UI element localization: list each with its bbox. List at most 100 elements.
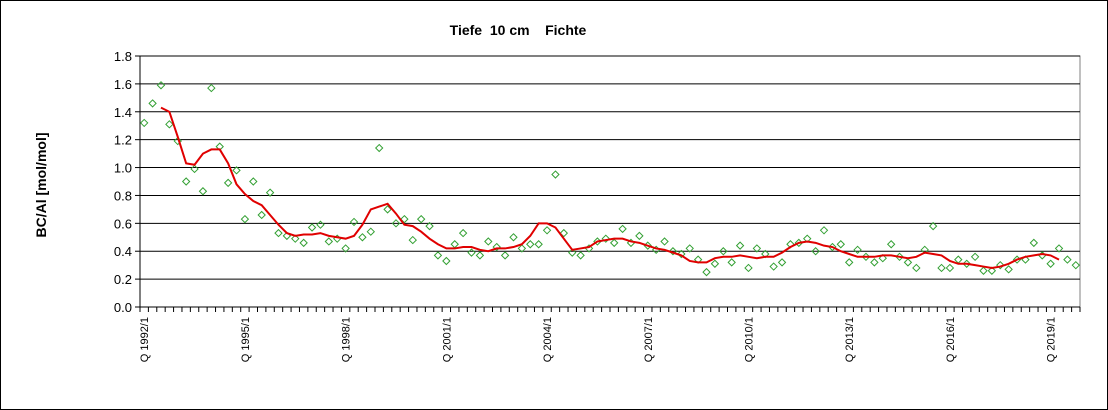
data-point <box>912 263 921 273</box>
data-point <box>425 221 434 231</box>
data-point <box>190 164 199 174</box>
data-point <box>677 249 686 259</box>
data-point <box>1054 244 1064 253</box>
data-point <box>223 178 233 188</box>
data-point <box>400 214 409 224</box>
data-point <box>324 237 334 246</box>
data-point <box>316 220 325 229</box>
data-point <box>433 251 443 260</box>
data-point <box>467 248 476 257</box>
data-point <box>442 256 451 266</box>
data-point <box>609 238 619 248</box>
data-point <box>1046 259 1055 268</box>
data-point <box>307 223 317 232</box>
data-point <box>458 228 468 238</box>
data-point <box>165 120 174 129</box>
y-tick-label: 1.4 <box>114 105 132 120</box>
data-point <box>559 228 569 238</box>
data-point <box>416 214 426 224</box>
plot-area <box>139 55 1081 308</box>
data-point <box>299 238 308 248</box>
data-point <box>1071 260 1081 270</box>
chart-title: Tiefe 10 cm Fichte <box>450 22 587 38</box>
data-point <box>542 226 552 235</box>
data-point <box>181 177 191 186</box>
data-point <box>861 252 871 262</box>
data-point <box>928 221 938 231</box>
data-point <box>366 227 376 236</box>
data-point <box>349 217 359 227</box>
y-tick-label: 1.2 <box>114 133 132 148</box>
y-tick-label: 0.0 <box>114 300 132 315</box>
y-tick-label: 0.6 <box>114 216 132 231</box>
x-tick-label: Q 2019/1 <box>1046 317 1058 362</box>
x-tick-label: Q 1992/1 <box>139 317 151 362</box>
y-tick-label: 0.8 <box>114 188 132 203</box>
data-point <box>870 258 879 267</box>
y-axis-label: BC/Al [mol/mol] <box>33 133 49 238</box>
data-point <box>391 219 401 228</box>
data-point <box>207 83 216 93</box>
data-point <box>408 235 417 245</box>
data-point <box>853 245 862 255</box>
x-tick-label: Q 2013/1 <box>844 317 856 362</box>
data-point <box>568 248 577 257</box>
data-point <box>970 252 980 262</box>
data-point <box>601 234 611 243</box>
data-point <box>635 231 644 241</box>
data-point <box>500 251 510 260</box>
data-point <box>744 263 753 273</box>
data-point <box>492 242 501 252</box>
data-point <box>1063 255 1072 264</box>
data-point <box>249 177 258 186</box>
data-point <box>576 251 585 260</box>
data-point <box>702 267 711 277</box>
data-point <box>660 237 669 246</box>
x-tick-label: Q 1998/1 <box>341 317 353 362</box>
trend-line <box>160 106 1060 269</box>
data-point <box>291 234 300 243</box>
y-tick-label: 0.4 <box>114 244 132 259</box>
y-tick-label: 1.8 <box>114 49 132 64</box>
data-point <box>727 258 736 267</box>
data-point <box>987 266 997 275</box>
y-tick-label: 0.2 <box>114 272 132 287</box>
data-point <box>517 244 527 253</box>
data-point <box>844 258 854 267</box>
data-point <box>996 260 1005 270</box>
data-point <box>139 118 149 128</box>
x-tick-label: Q 2007/1 <box>643 317 655 362</box>
data-point <box>198 187 208 196</box>
data-point <box>475 251 485 260</box>
data-point <box>819 226 829 235</box>
data-point <box>274 228 283 238</box>
data-point <box>551 170 560 179</box>
data-point <box>685 244 694 253</box>
data-point <box>383 205 392 214</box>
x-tick-label: Q 2016/1 <box>945 317 957 362</box>
data-point <box>735 241 745 250</box>
data-point <box>358 233 367 242</box>
x-tick-label: Q 2001/1 <box>441 317 453 362</box>
data-point <box>148 99 157 108</box>
data-point <box>526 240 535 249</box>
data-point <box>777 258 787 267</box>
x-tick-label: Q 1995/1 <box>240 317 252 362</box>
data-point <box>534 240 543 249</box>
data-point <box>878 253 887 263</box>
x-tick-label: Q 2004/1 <box>542 317 554 362</box>
y-tick-label: 1.0 <box>114 161 132 176</box>
data-point <box>710 259 720 268</box>
data-point <box>937 263 946 273</box>
data-point <box>719 247 728 256</box>
data-point <box>945 263 955 273</box>
data-point <box>1029 238 1039 248</box>
data-point <box>811 247 820 256</box>
data-point <box>752 244 762 253</box>
data-point <box>509 233 518 242</box>
data-point <box>484 237 493 246</box>
data-point <box>618 224 627 234</box>
data-point <box>668 247 678 256</box>
data-point <box>886 240 896 249</box>
